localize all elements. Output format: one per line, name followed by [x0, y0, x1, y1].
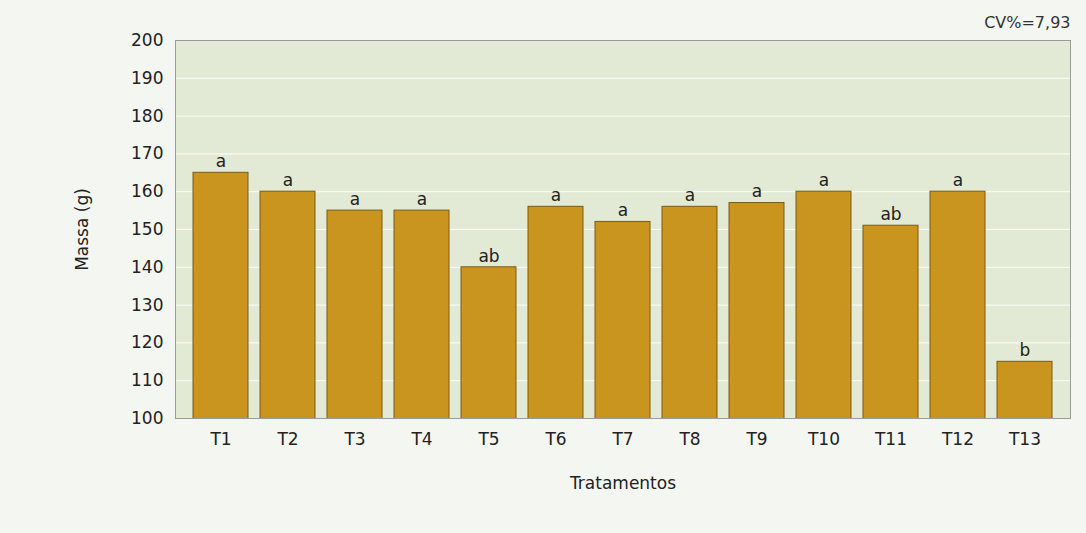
svg-text:T12: T12 [941, 429, 974, 449]
svg-text:T10: T10 [807, 429, 840, 449]
svg-text:CV%=7,93: CV%=7,93 [984, 13, 1070, 32]
svg-text:a: a [752, 181, 762, 201]
svg-text:T2: T2 [276, 429, 298, 449]
svg-text:T9: T9 [745, 429, 767, 449]
svg-text:200: 200 [131, 30, 163, 50]
svg-text:180: 180 [131, 106, 163, 126]
svg-text:T4: T4 [410, 429, 432, 449]
svg-text:Tratamentos: Tratamentos [569, 473, 676, 493]
svg-text:ab: ab [880, 204, 901, 224]
svg-text:120: 120 [131, 332, 163, 352]
svg-text:140: 140 [131, 257, 163, 277]
svg-text:T3: T3 [343, 429, 365, 449]
svg-text:a: a [953, 170, 963, 190]
svg-text:a: a [819, 170, 829, 190]
svg-text:T5: T5 [477, 429, 499, 449]
svg-text:110: 110 [131, 370, 163, 390]
svg-text:T8: T8 [678, 429, 700, 449]
svg-text:170: 170 [131, 143, 163, 163]
svg-text:150: 150 [131, 219, 163, 239]
svg-text:Massa (g): Massa (g) [72, 188, 92, 271]
svg-text:a: a [618, 200, 628, 220]
svg-text:100: 100 [131, 408, 163, 428]
svg-text:130: 130 [131, 295, 163, 315]
svg-text:a: a [417, 189, 427, 209]
svg-text:a: a [350, 189, 360, 209]
svg-text:T11: T11 [874, 429, 907, 449]
svg-text:a: a [685, 185, 695, 205]
svg-text:T1: T1 [209, 429, 231, 449]
svg-text:a: a [283, 170, 293, 190]
svg-text:190: 190 [131, 68, 163, 88]
svg-text:T13: T13 [1008, 429, 1041, 449]
svg-text:T6: T6 [544, 429, 566, 449]
svg-text:160: 160 [131, 181, 163, 201]
svg-text:b: b [1020, 340, 1031, 360]
svg-text:a: a [551, 185, 561, 205]
svg-text:ab: ab [478, 246, 499, 266]
svg-text:a: a [216, 151, 226, 171]
svg-text:T7: T7 [611, 429, 633, 449]
